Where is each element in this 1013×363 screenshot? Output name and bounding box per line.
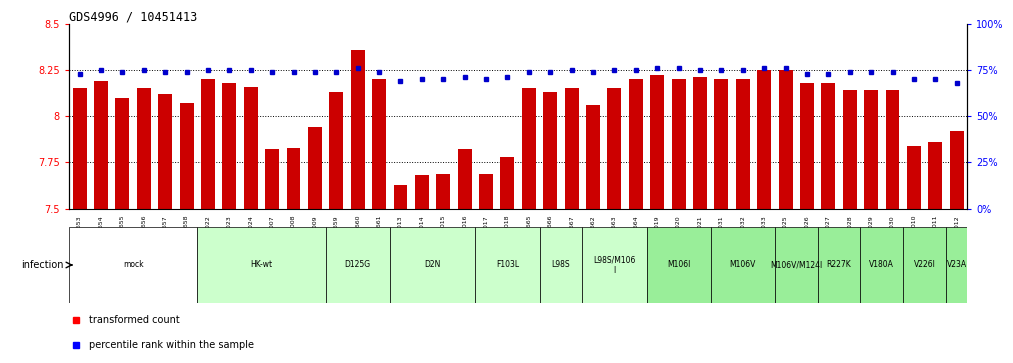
Bar bbox=[437, 174, 450, 209]
Bar bbox=[758, 70, 771, 209]
Bar bbox=[950, 131, 963, 209]
Bar bbox=[458, 150, 472, 209]
Text: F103L: F103L bbox=[496, 261, 519, 269]
Text: infection: infection bbox=[21, 260, 64, 270]
Bar bbox=[325, 227, 390, 303]
Text: D125G: D125G bbox=[344, 261, 371, 269]
Bar bbox=[860, 227, 904, 303]
Bar bbox=[587, 105, 600, 209]
Bar bbox=[265, 150, 279, 209]
Bar bbox=[800, 83, 813, 209]
Bar bbox=[843, 90, 857, 209]
Text: V180A: V180A bbox=[869, 261, 894, 269]
Bar bbox=[137, 88, 151, 209]
Text: mock: mock bbox=[123, 261, 144, 269]
Bar bbox=[479, 174, 493, 209]
Bar bbox=[822, 83, 836, 209]
Bar bbox=[543, 92, 557, 209]
Bar bbox=[714, 79, 728, 209]
Bar bbox=[390, 227, 475, 303]
Bar bbox=[179, 103, 193, 209]
Bar bbox=[672, 79, 686, 209]
Bar bbox=[885, 90, 900, 209]
Text: D2N: D2N bbox=[424, 261, 441, 269]
Bar bbox=[244, 86, 257, 209]
Text: V23A: V23A bbox=[947, 261, 966, 269]
Bar bbox=[564, 88, 578, 209]
Bar bbox=[198, 227, 325, 303]
Bar bbox=[287, 148, 301, 209]
Bar bbox=[711, 227, 775, 303]
Text: HK-wt: HK-wt bbox=[250, 261, 272, 269]
Bar bbox=[115, 98, 130, 209]
Bar bbox=[372, 79, 386, 209]
Bar bbox=[73, 88, 86, 209]
Bar bbox=[415, 175, 428, 209]
Text: M106V: M106V bbox=[729, 261, 756, 269]
Bar bbox=[475, 227, 540, 303]
Bar bbox=[350, 49, 365, 209]
Text: M106V/M124I: M106V/M124I bbox=[770, 261, 823, 269]
Bar bbox=[500, 157, 515, 209]
Bar bbox=[817, 227, 860, 303]
Bar bbox=[393, 185, 407, 209]
Bar bbox=[907, 146, 921, 209]
Bar bbox=[904, 227, 946, 303]
Text: L98S: L98S bbox=[552, 261, 570, 269]
Bar bbox=[69, 227, 198, 303]
Bar bbox=[693, 77, 707, 209]
Bar bbox=[946, 227, 967, 303]
Text: GDS4996 / 10451413: GDS4996 / 10451413 bbox=[69, 11, 198, 24]
Bar bbox=[201, 79, 215, 209]
Bar bbox=[864, 90, 878, 209]
Bar bbox=[646, 227, 711, 303]
Bar bbox=[158, 94, 172, 209]
Text: transformed count: transformed count bbox=[89, 315, 180, 326]
Text: M106I: M106I bbox=[667, 261, 690, 269]
Bar bbox=[779, 70, 792, 209]
Text: percentile rank within the sample: percentile rank within the sample bbox=[89, 340, 254, 350]
Text: L98S/M106
I: L98S/M106 I bbox=[594, 255, 635, 275]
Text: R227K: R227K bbox=[827, 261, 852, 269]
Bar bbox=[329, 92, 343, 209]
Bar bbox=[775, 227, 817, 303]
Bar bbox=[608, 88, 621, 209]
Bar bbox=[522, 88, 536, 209]
Bar bbox=[650, 76, 665, 209]
Bar bbox=[308, 127, 322, 209]
Bar bbox=[928, 142, 942, 209]
Bar bbox=[735, 79, 750, 209]
Text: V226I: V226I bbox=[914, 261, 936, 269]
Bar bbox=[94, 81, 108, 209]
Bar bbox=[629, 79, 643, 209]
Bar bbox=[540, 227, 582, 303]
Bar bbox=[223, 83, 236, 209]
Bar bbox=[582, 227, 646, 303]
